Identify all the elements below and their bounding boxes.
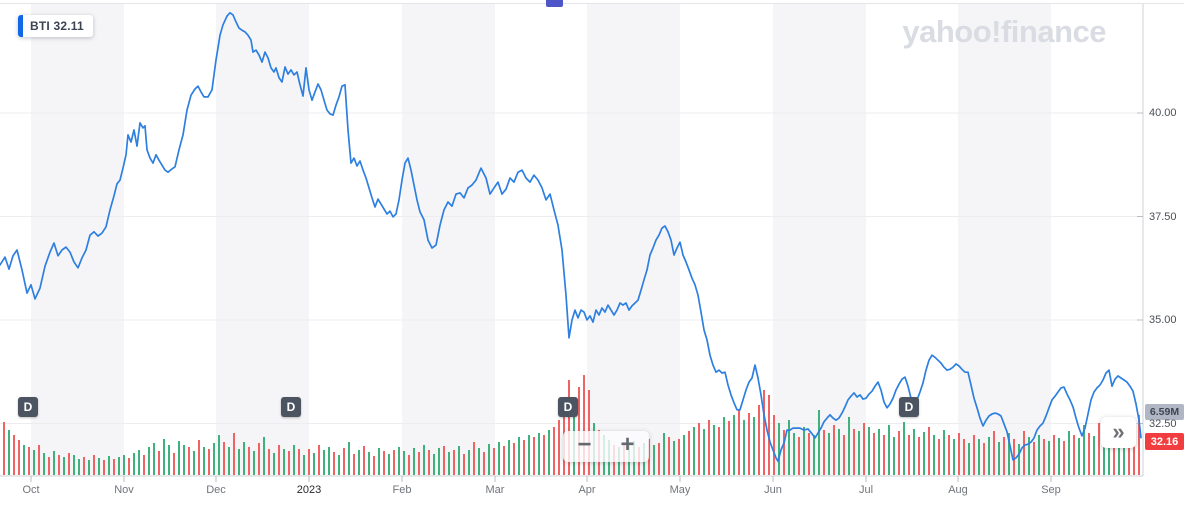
x-axis-label: Aug <box>948 484 968 496</box>
x-axis-label: Nov <box>114 484 134 496</box>
dividend-marker[interactable]: D <box>899 397 919 417</box>
symbol-price-pill[interactable]: BTI 32.11 <box>18 15 93 37</box>
y-axis-label: 32.50 <box>1149 417 1177 430</box>
zoom-control-panel: − + <box>563 431 649 462</box>
symbol-price-label: BTI 32.11 <box>30 19 84 33</box>
dividend-marker[interactable]: D <box>18 397 38 417</box>
expand-chart-button[interactable]: » <box>1101 417 1136 448</box>
zoom-in-button[interactable]: + <box>620 431 635 458</box>
volume-badge: 6.59M <box>1145 404 1184 420</box>
zoom-out-button[interactable]: − <box>577 431 592 458</box>
y-axis-label: 35.00 <box>1149 314 1177 326</box>
top-scroll-indicator <box>546 0 563 7</box>
last-price-badge: 32.16 <box>1145 433 1184 450</box>
top-divider <box>0 3 1184 4</box>
x-axis-label: May <box>669 484 691 496</box>
x-axis-label: Oct <box>22 484 40 496</box>
x-axis-label: Jun <box>764 484 782 496</box>
y-axis-label: 37.50 <box>1149 210 1177 223</box>
x-axis-label: Apr <box>578 484 596 496</box>
dividend-marker[interactable]: D <box>558 397 578 417</box>
x-axis-label: 2023 <box>296 484 322 496</box>
x-axis-label: Sep <box>1041 484 1061 496</box>
x-axis-label: Mar <box>485 484 505 496</box>
series-color-bar <box>18 15 23 37</box>
x-axis-label: Feb <box>392 484 412 496</box>
x-axis-label: Dec <box>206 484 226 496</box>
yahoo-finance-logo: yahoo!finance <box>902 14 1106 49</box>
y-axis-label: 40.00 <box>1149 107 1177 119</box>
dividend-marker[interactable]: D <box>281 397 301 417</box>
x-axis-label: Jul <box>858 484 874 496</box>
